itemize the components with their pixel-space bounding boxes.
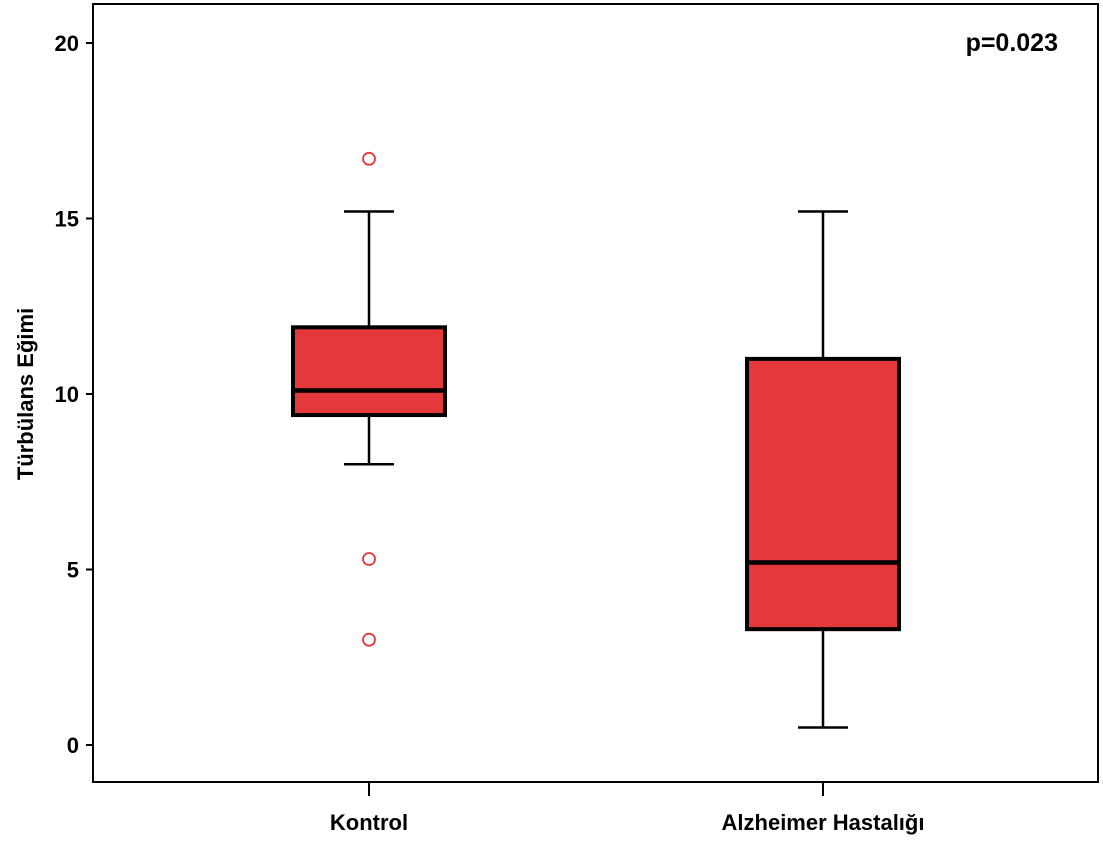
p-value-annotation: p=0.023: [966, 29, 1058, 57]
x-tick-label: Kontrol: [330, 810, 408, 835]
y-axis-label: Türbülans Eğimi: [13, 308, 38, 480]
y-axis: 0 5 10 15 20: [55, 31, 93, 758]
x-axis: Kontrol Alzheimer Hastalığı: [330, 782, 925, 835]
plot-frame: [92, 3, 1099, 783]
outlier-point: [362, 552, 376, 566]
iqr-box: [745, 356, 901, 632]
iqr-box: [291, 325, 447, 418]
outlier-point: [362, 151, 376, 166]
y-tick-label: 10: [55, 382, 79, 407]
y-tick-label: 20: [55, 31, 79, 56]
boxes: [291, 151, 901, 729]
y-tick-label: 15: [55, 207, 79, 232]
x-tick-label: Alzheimer Hastalığı: [722, 810, 925, 835]
box-group: [745, 210, 901, 729]
box-group: [291, 151, 447, 647]
outlier-point: [362, 632, 376, 647]
y-tick-label: 0: [67, 733, 79, 758]
y-tick-label: 5: [67, 558, 79, 583]
